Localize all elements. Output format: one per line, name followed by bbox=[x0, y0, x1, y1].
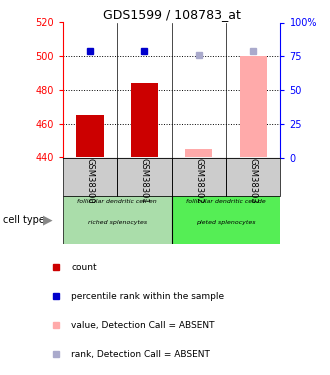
Text: percentile rank within the sample: percentile rank within the sample bbox=[71, 292, 224, 301]
Bar bbox=[226, 158, 280, 196]
Text: GSM38303: GSM38303 bbox=[249, 158, 258, 204]
Text: GSM38301: GSM38301 bbox=[140, 158, 149, 204]
Text: follicular dendritic cell-de: follicular dendritic cell-de bbox=[186, 199, 266, 204]
Bar bbox=[63, 158, 117, 196]
Text: count: count bbox=[71, 263, 97, 272]
Text: value, Detection Call = ABSENT: value, Detection Call = ABSENT bbox=[71, 321, 215, 330]
Title: GDS1599 / 108783_at: GDS1599 / 108783_at bbox=[103, 8, 241, 21]
Text: rank, Detection Call = ABSENT: rank, Detection Call = ABSENT bbox=[71, 350, 210, 358]
Text: GSM38302: GSM38302 bbox=[194, 158, 203, 204]
Bar bbox=[117, 158, 172, 196]
Text: pleted splenocytes: pleted splenocytes bbox=[196, 220, 256, 225]
Bar bbox=[185, 149, 213, 158]
Text: ▶: ▶ bbox=[43, 213, 52, 226]
Bar bbox=[172, 158, 226, 196]
Text: GSM38300: GSM38300 bbox=[85, 158, 94, 204]
Text: follicular dendritic cell-en: follicular dendritic cell-en bbox=[77, 199, 157, 204]
Bar bbox=[131, 83, 158, 158]
Bar bbox=[240, 56, 267, 158]
Text: riched splenocytes: riched splenocytes bbox=[87, 220, 147, 225]
Bar bbox=[76, 115, 104, 158]
Bar bbox=[63, 196, 172, 244]
Bar bbox=[172, 196, 280, 244]
Text: cell type: cell type bbox=[3, 215, 45, 225]
